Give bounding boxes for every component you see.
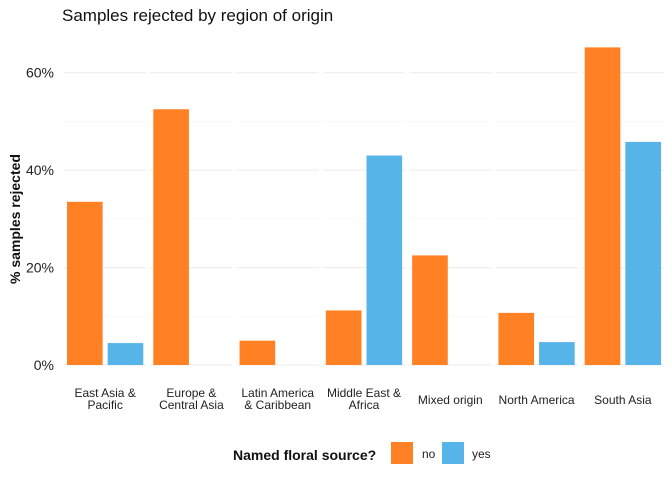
bar-no <box>584 47 621 365</box>
bar-no <box>412 255 448 365</box>
bar-yes <box>625 141 661 365</box>
category-label: Europe & <box>166 386 216 400</box>
category-label: East Asia & <box>74 386 135 400</box>
y-axis-ticks: 0% 20% 40% 60% <box>26 65 54 373</box>
legend-title: Named floral source? <box>233 447 377 463</box>
bars <box>67 47 661 365</box>
legend-label-no: no <box>422 447 436 461</box>
category-label: Mixed origin <box>418 393 483 407</box>
legend: Named floral source? no yes <box>0 440 672 470</box>
category-label: Middle East & <box>327 386 401 400</box>
bar-yes <box>539 342 575 365</box>
bar-no <box>239 340 276 365</box>
category-label: Africa <box>349 398 380 412</box>
y-tick-label: 0% <box>34 357 54 373</box>
y-axis-label: % samples rejected <box>7 154 23 284</box>
bar-no <box>498 312 535 365</box>
bar-no <box>67 201 103 365</box>
bar-yes <box>107 343 144 365</box>
category-label: & Caribbean <box>244 398 311 412</box>
legend-swatch-no <box>391 442 413 464</box>
y-tick-label: 60% <box>26 65 54 81</box>
category-label: Latin America <box>241 386 314 400</box>
category-label: North America <box>499 393 575 407</box>
bar-chart: 0% 20% 40% 60% East Asia &Pacific Europe &Ce… <box>7 47 664 412</box>
y-tick-label: 20% <box>26 260 54 276</box>
chart-title: Samples rejected by region of origin <box>62 6 334 25</box>
category-label: South Asia <box>594 393 652 407</box>
legend-label-yes: yes <box>472 447 491 461</box>
y-tick-label: 40% <box>26 162 54 178</box>
bar-no <box>153 109 189 365</box>
bar-no <box>325 310 362 365</box>
category-label: Central Asia <box>159 398 224 412</box>
x-axis-categories: East Asia &Pacific Europe &Central Asia La… <box>74 386 651 412</box>
bar-yes <box>366 155 403 365</box>
legend-swatch-yes <box>442 442 464 464</box>
category-label: Pacific <box>87 398 122 412</box>
